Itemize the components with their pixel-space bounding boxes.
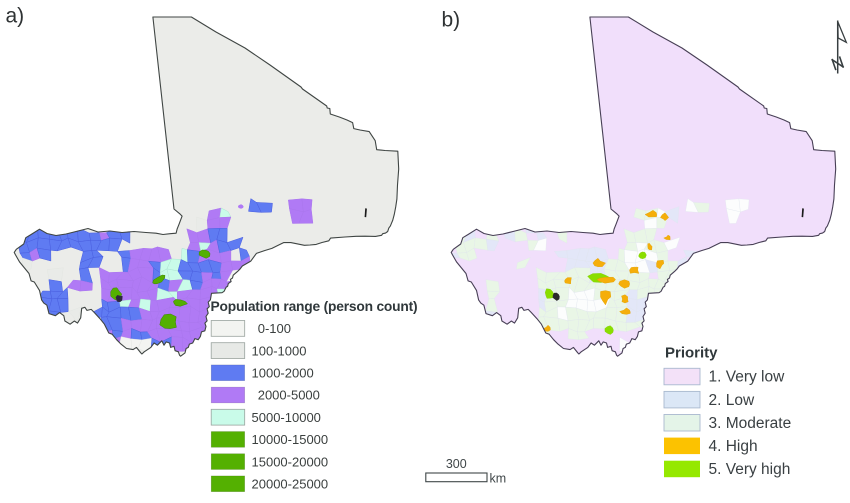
svg-text:1000-2000: 1000-2000 xyxy=(252,366,314,381)
svg-text:4. High: 4. High xyxy=(709,438,758,455)
svg-text:300: 300 xyxy=(446,457,467,471)
svg-text:5. Very high: 5. Very high xyxy=(709,461,791,478)
svg-text:0-100: 0-100 xyxy=(252,321,291,336)
svg-text:5000-10000: 5000-10000 xyxy=(252,410,321,425)
svg-text:20000-25000: 20000-25000 xyxy=(252,477,329,492)
svg-text:Priority: Priority xyxy=(665,345,718,362)
svg-text:b): b) xyxy=(442,9,461,32)
svg-text:a): a) xyxy=(6,5,25,28)
svg-text:15000-20000: 15000-20000 xyxy=(252,454,329,469)
svg-text:2000-5000: 2000-5000 xyxy=(252,388,320,403)
svg-text:1. Very low: 1. Very low xyxy=(709,369,786,386)
svg-text:2. Low: 2. Low xyxy=(709,392,755,409)
svg-text:Population range (person count: Population range (person count) xyxy=(211,299,418,314)
svg-text:km: km xyxy=(490,472,507,486)
svg-text:3. Moderate: 3. Moderate xyxy=(709,415,792,432)
svg-text:10000-15000: 10000-15000 xyxy=(252,432,329,447)
svg-text:100-1000: 100-1000 xyxy=(252,343,307,358)
